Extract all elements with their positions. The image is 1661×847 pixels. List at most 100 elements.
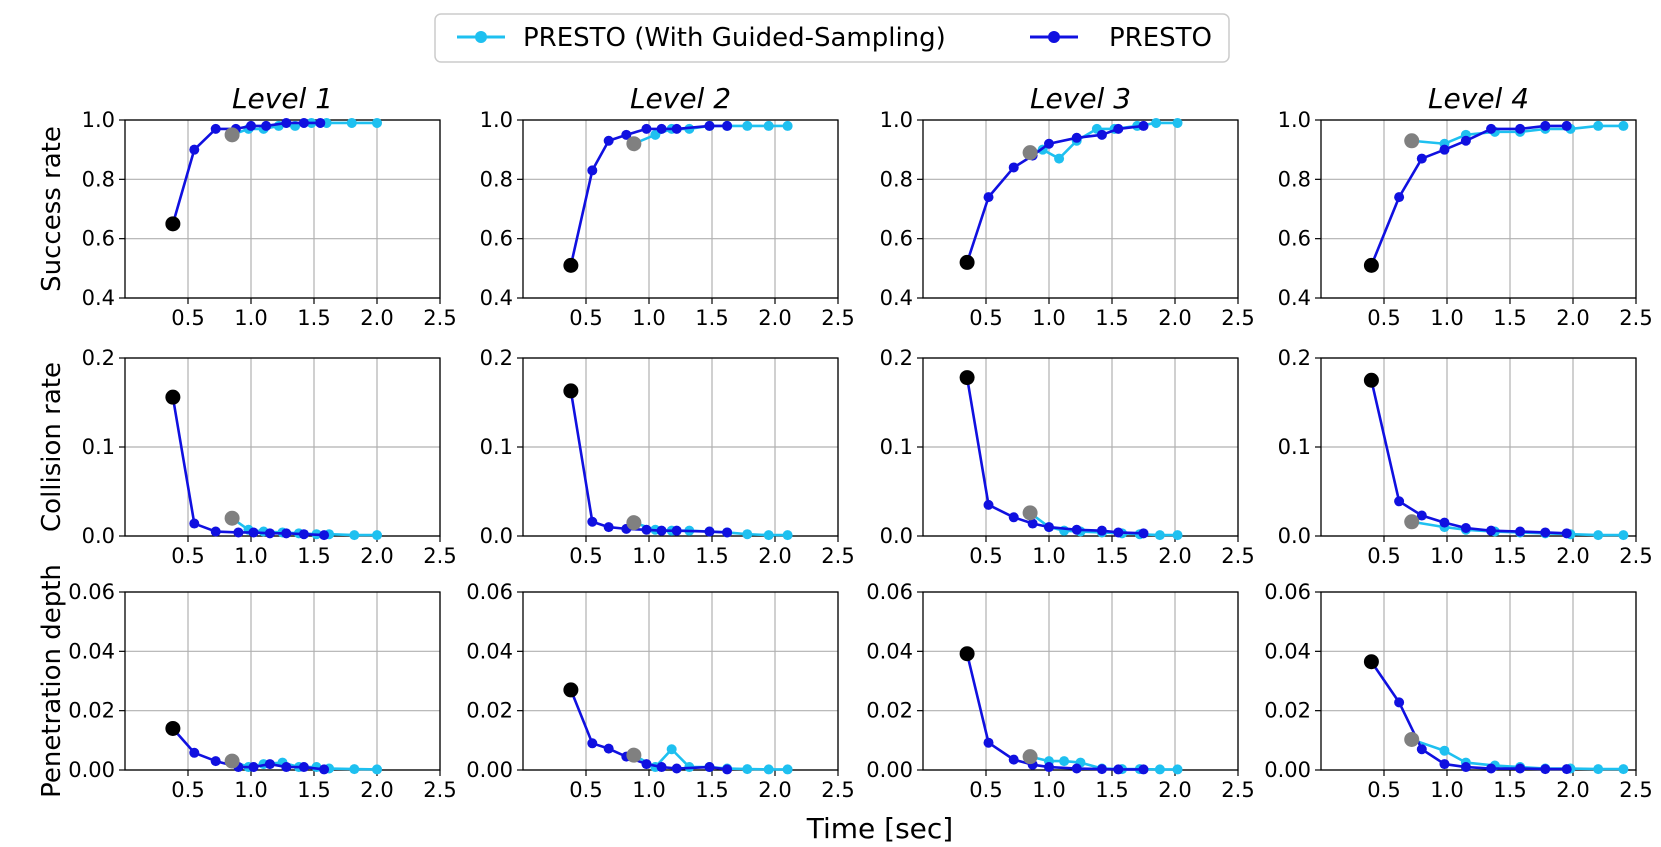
y-tick-label: 0.0: [1278, 524, 1311, 548]
presto-series-point: [1138, 764, 1149, 775]
x-tick-label: 1.5: [1493, 306, 1526, 330]
y-tick-label: 0.6: [480, 227, 513, 251]
y-tick-label: 0.02: [68, 699, 115, 723]
subplot-grid: Success rate Level 1 0.5 1.0 1.5 2.0 2.5 0.4 0.6…: [37, 82, 1653, 802]
presto-series-point: [1044, 522, 1054, 533]
guided-series-point: [782, 120, 793, 131]
subplot-row2-col4: 0.5 1.0 1.5 2.0 2.5 0.0 0.1 0.2: [1278, 346, 1653, 568]
guided-series-point: [1618, 530, 1629, 541]
start-marker-gray: [1022, 145, 1038, 161]
guided-series-point: [763, 764, 774, 775]
start-marker-gray: [1022, 749, 1038, 765]
y-tick-label: 0.8: [480, 167, 513, 191]
legend-presto-label: PRESTO: [1109, 23, 1212, 53]
guided-series-point: [1172, 764, 1183, 775]
guided-series-point: [372, 117, 382, 128]
x-tick-label: 1.5: [1493, 778, 1526, 802]
x-tick-label: 2.5: [1221, 778, 1254, 802]
y-tick-label: 0.04: [68, 639, 115, 663]
presto-series-point: [1044, 762, 1054, 773]
presto-series-point: [1416, 510, 1427, 521]
x-tick-label: 2.5: [423, 306, 456, 330]
start-marker-gray: [224, 753, 240, 769]
presto-series-point: [587, 165, 598, 176]
presto-series-point: [189, 747, 200, 758]
start-marker-black: [1363, 654, 1379, 670]
x-tick-label: 1.0: [1032, 778, 1065, 802]
presto-series-point: [1071, 763, 1082, 774]
start-marker-black: [563, 383, 579, 399]
presto-series-point: [1486, 123, 1497, 134]
presto-series-point: [1540, 764, 1551, 775]
subplot-row2-col1: 0.5 1.0 1.5 2.0 2.5 0.0 0.1 0.2: [82, 346, 457, 568]
y-tick-label: 0.4: [480, 286, 513, 310]
presto-series-point: [1008, 754, 1019, 765]
x-tick-label: 1.0: [632, 778, 665, 802]
x-tick-label: 0.5: [569, 778, 602, 802]
presto-series-point: [983, 737, 994, 748]
presto-series-point: [704, 762, 715, 773]
presto-series-point: [656, 123, 667, 134]
x-tick-label: 1.5: [1095, 306, 1128, 330]
start-marker-gray: [1404, 133, 1420, 149]
guided-series-point: [782, 764, 793, 775]
y-axis-label-row-3: Penetration depth: [37, 564, 67, 798]
x-tick-label: 2.5: [1221, 544, 1254, 568]
presto-series-point: [722, 764, 733, 775]
presto-series-point: [671, 123, 682, 134]
presto-series-point: [246, 120, 256, 131]
guided-series-point: [349, 764, 360, 775]
guided-series-point: [1054, 153, 1065, 164]
x-tick-label: 1.0: [1430, 778, 1463, 802]
start-marker-black: [1363, 257, 1379, 273]
x-tick-label: 1.5: [1493, 544, 1526, 568]
x-tick-label: 2.0: [758, 306, 791, 330]
start-marker-gray: [1404, 731, 1420, 747]
presto-series-point: [1044, 138, 1054, 149]
start-marker-gray: [224, 127, 240, 143]
guided-series-point: [1593, 530, 1604, 541]
axes-frame: [124, 591, 441, 771]
y-tick-label: 0.0: [480, 524, 513, 548]
x-tick-label: 2.0: [1158, 778, 1191, 802]
presto-series-point: [1561, 764, 1572, 775]
presto-series-line: [965, 653, 1144, 771]
column-title: Level 1: [232, 82, 333, 115]
guided-series-point: [372, 530, 382, 541]
x-tick-label: 0.5: [969, 306, 1002, 330]
y-tick-label: 0.00: [866, 758, 913, 782]
presto-series-point: [281, 528, 292, 539]
x-tick-label: 2.0: [1556, 778, 1589, 802]
y-tick-label: 0.2: [880, 346, 913, 370]
axes-frame: [922, 591, 1239, 771]
subplot-row1-col3: Level 3 0.5 1.0 1.5 2.0 2.5 0.4 0.6 0.8 1.0: [880, 82, 1255, 330]
subplot-row3-col2: 0.5 1.0 1.5 2.0 2.5 0.00 0.02 0.04 0.06: [466, 580, 854, 802]
y-tick-label: 1.0: [82, 108, 115, 132]
presto-series-point: [983, 192, 994, 203]
presto-series-point: [587, 738, 598, 749]
presto-series-point: [1515, 123, 1526, 134]
presto-series-point: [1008, 512, 1019, 523]
legend-presto-marker: [1048, 31, 1060, 43]
x-tick-label: 1.5: [1095, 544, 1128, 568]
presto-series-point: [298, 762, 309, 773]
x-tick-label: 2.0: [1556, 306, 1589, 330]
presto-series-point: [621, 129, 632, 140]
y-tick-label: 0.1: [880, 435, 913, 459]
presto-series-point: [1138, 528, 1149, 539]
y-tick-label: 1.0: [1278, 108, 1311, 132]
guided-series-point: [1172, 117, 1183, 128]
legend-guided-label: PRESTO (With Guided-Sampling): [523, 23, 946, 53]
presto-series-point: [1486, 525, 1497, 536]
y-tick-label: 0.6: [82, 227, 115, 251]
start-marker-gray: [626, 136, 642, 152]
start-marker-black: [563, 682, 579, 698]
x-tick-label: 2.0: [1158, 544, 1191, 568]
presto-series-point: [1439, 517, 1450, 528]
presto-series-point: [656, 762, 667, 773]
presto-series-point: [1460, 135, 1471, 146]
x-tick-label: 1.5: [695, 778, 728, 802]
x-tick-label: 1.0: [234, 306, 267, 330]
presto-series-point: [1416, 153, 1427, 164]
y-tick-label: 0.00: [1264, 758, 1311, 782]
